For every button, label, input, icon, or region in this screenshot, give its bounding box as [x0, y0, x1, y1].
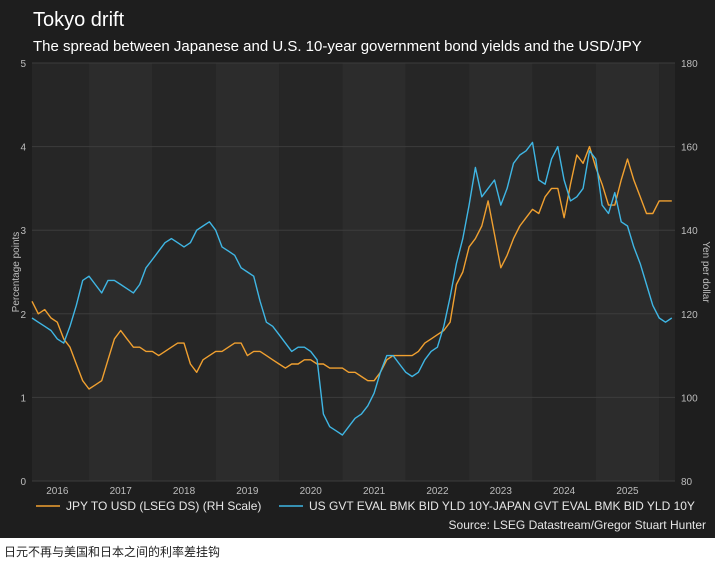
legend-label-jpy: JPY TO USD (LSEG DS) (RH Scale): [66, 499, 261, 513]
jpy-usd-series-line: [31, 145, 672, 390]
y-left-tick-label: 1: [20, 393, 26, 404]
x-tick-label: 2017: [110, 486, 133, 497]
y-left-tick-label: 5: [20, 59, 26, 70]
chart-subtitle: The spread between Japanese and U.S. 10-…: [33, 38, 642, 55]
y-right-tick-label: 160: [681, 143, 698, 154]
legend-label-spread: US GVT EVAL BMK BID YLD 10Y-JAPAN GVT EV…: [309, 499, 695, 513]
x-tick-label: 2022: [426, 486, 449, 497]
year-band: [89, 63, 153, 481]
y-left-tick-label: 0: [20, 477, 26, 488]
year-band: [342, 63, 406, 481]
y-left-tick-label: 3: [20, 226, 26, 237]
axes: 0 1 2 3 4 5 80 100 120 140 160 180 2016 2017 2018 2019 2…: [11, 59, 711, 497]
caption: 日元不再与美国和日本之间的利率差挂钩: [4, 545, 221, 559]
y-right-axis-title: Yen per dollar: [700, 241, 711, 303]
year-band: [659, 63, 675, 481]
y-right-tick-label: 120: [681, 310, 698, 321]
year-band: [532, 63, 596, 481]
year-band: [469, 63, 533, 481]
year-bands: [32, 63, 675, 481]
year-band: [405, 63, 470, 481]
chart-svg: 0 1 2 3 4 5 80 100 120 140 160 180 2016 2017 2018 2019 2…: [11, 59, 711, 532]
x-tick-label: 2021: [363, 486, 386, 497]
x-tick-label: 2016: [46, 486, 69, 497]
series-layer: [31, 141, 673, 436]
x-tick-label: 2023: [490, 486, 513, 497]
y-right-tick-label: 180: [681, 59, 698, 70]
x-tick-label: 2018: [173, 486, 196, 497]
year-band: [279, 63, 343, 481]
year-band: [152, 63, 216, 481]
y-left-axis-title: Percentage points: [11, 232, 22, 313]
x-tick-label: 2024: [553, 486, 576, 497]
x-tick-label: 2025: [616, 486, 639, 497]
x-tick-label: 2019: [236, 486, 259, 497]
y-left-tick-label: 2: [20, 310, 26, 321]
source-note: Source: LSEG Datastream/Gregor Stuart Hu…: [449, 518, 706, 532]
x-tick-label: 2020: [300, 486, 323, 497]
chart-title: Tokyo drift: [33, 9, 125, 31]
y-right-tick-label: 100: [681, 393, 698, 404]
gridlines: [32, 62, 675, 482]
y-right-tick-label: 80: [681, 477, 693, 488]
legend: JPY TO USD (LSEG DS) (RH Scale) US GVT EV…: [36, 499, 706, 532]
y-left-tick-label: 4: [20, 143, 26, 154]
y-right-tick-label: 140: [681, 226, 698, 237]
year-band: [32, 63, 90, 481]
yield-spread-series-line: [31, 141, 673, 436]
year-band: [595, 63, 660, 481]
